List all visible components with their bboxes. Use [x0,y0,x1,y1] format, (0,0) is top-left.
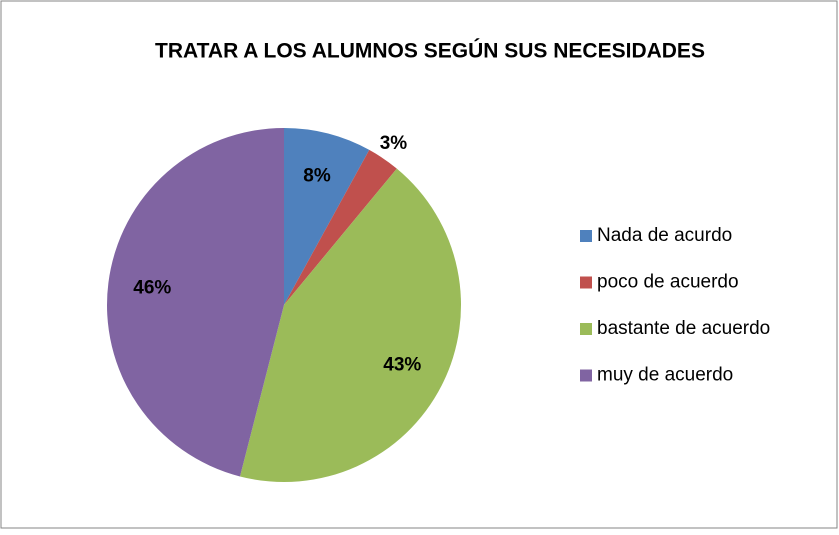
data-label: 8% [303,165,331,186]
legend-label: poco de acuerdo [597,272,739,293]
legend-swatch [580,230,592,242]
data-label: 3% [380,133,408,154]
legend-swatch [580,276,592,289]
pie-slice [284,149,397,305]
pie-slice [107,128,284,477]
legend-swatch [580,323,592,335]
legend-label: Nada de acurdo [597,225,732,246]
legend-label: bastante de acuerdo [597,318,770,339]
legend-label: muy de acuerdo [597,365,733,386]
pie-slice [284,128,370,305]
data-label: 46% [133,277,171,298]
pie-slice [239,168,461,483]
chart-title: TRATAR A LOS ALUMNOS SEGÚN SUS NECESIDAD… [155,39,705,63]
data-label: 43% [383,354,421,375]
legend-swatch [580,369,592,382]
